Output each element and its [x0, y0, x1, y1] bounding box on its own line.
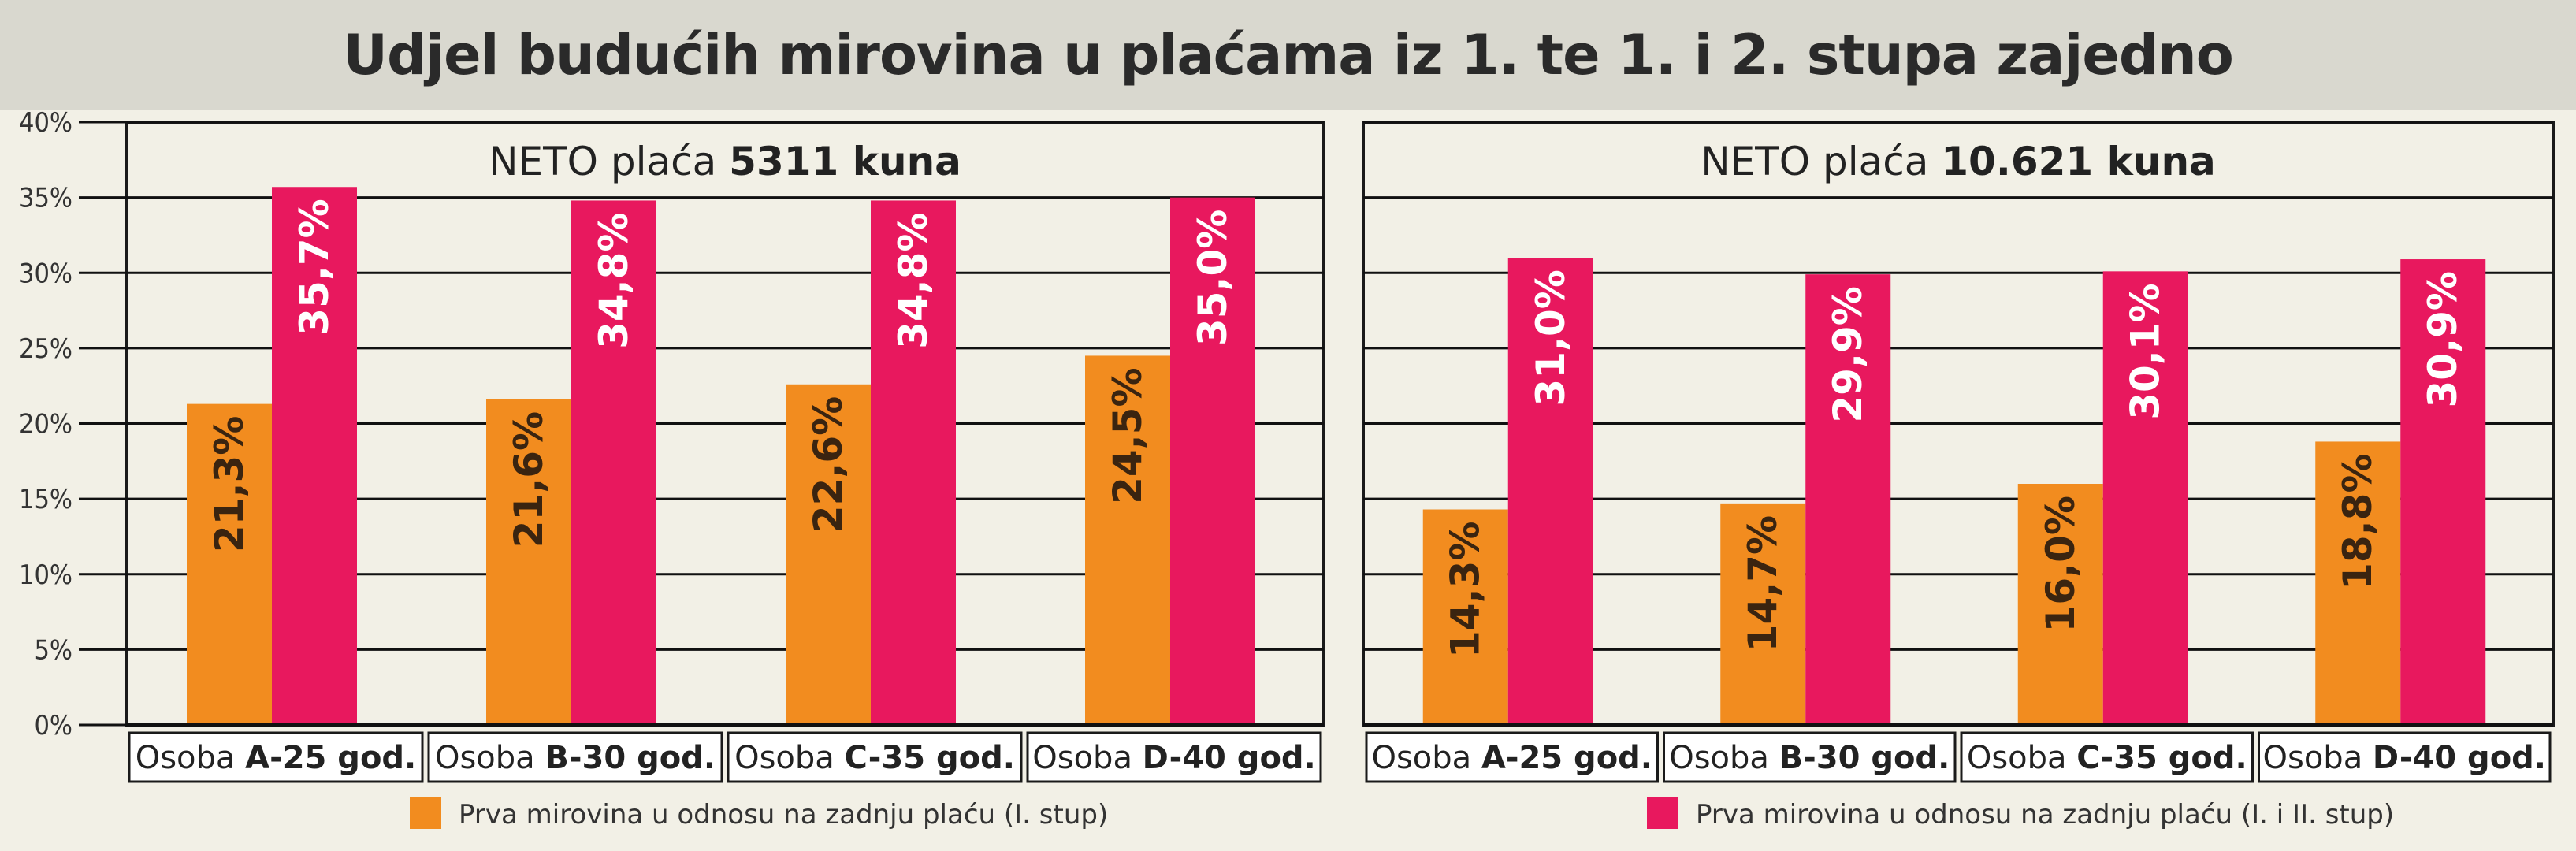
category-name: C-35 god. [2076, 740, 2247, 776]
category-label-box [128, 731, 424, 783]
data-label: 35,0% [1190, 210, 1236, 346]
bar-stup1-2 [2400, 259, 2486, 724]
chart-title: Udjel budućih mirovina u plaćama iz 1. t… [343, 23, 2234, 87]
data-label: 14,7% [1740, 515, 1786, 652]
bar-stup1 [1422, 509, 1508, 723]
category-label-box [727, 731, 1023, 783]
y-tick-label: 15% [19, 484, 72, 515]
bar-stup1 [1720, 503, 1806, 723]
data-label: 21,6% [506, 411, 552, 548]
category-label: Osoba C-35 god. [734, 740, 1015, 776]
data-label: 24,5% [1105, 367, 1150, 504]
category-name: C-35 god. [845, 740, 1015, 776]
data-label: 29,9% [1825, 286, 1871, 422]
y-tick-label: 40% [19, 107, 72, 139]
category-label: Osoba A-25 god. [136, 740, 417, 776]
category-label: Osoba D-40 god. [1032, 740, 1316, 776]
bar-stup1 [2315, 441, 2401, 723]
panel-title: NETO plaća 5311 kuna [489, 139, 961, 184]
bar-stup1-2 [571, 200, 656, 723]
title-band: Udjel budućih mirovina u plaćama iz 1. t… [0, 0, 2576, 110]
panel-title: NETO plaća 10.621 kuna [1701, 139, 2216, 184]
chart-panel-2: NETO plaća 10.621 kuna 14,3% 31,0% Osoba A-… [1362, 121, 2555, 831]
y-tick-label: 20% [19, 409, 72, 440]
panel-title-amount: 5311 kuna [729, 139, 961, 184]
category-prefix: Osoba [136, 740, 245, 776]
category-prefix: Osoba [1669, 740, 1779, 776]
bar-stup1 [2017, 484, 2103, 723]
category-label-box [1365, 731, 1659, 783]
y-tick-label: 30% [19, 258, 72, 289]
category-label: Osoba D-40 god. [2263, 740, 2547, 776]
data-label: 34,8% [591, 212, 637, 348]
y-tick-label: 0% [34, 710, 72, 741]
bar-stup1-2 [1170, 197, 1255, 723]
bar-stup1-2 [1507, 258, 1593, 723]
y-tick-label: 5% [34, 634, 72, 666]
data-label: 30,9% [2420, 271, 2466, 407]
category-prefix: Osoba [1967, 740, 2076, 776]
legend-swatch [410, 797, 441, 829]
legend-swatch [1647, 797, 1678, 829]
legend-label: Prva mirovina u odnosu na zadnju plaću (… [459, 799, 1108, 831]
category-name: B-30 god. [545, 740, 716, 776]
legend-label: Prva mirovina u odnosu na zadnju plaću (… [1696, 799, 2394, 831]
bar-stup1 [486, 399, 571, 723]
category-name: A-25 god. [245, 740, 416, 776]
data-label: 31,0% [1528, 269, 1574, 406]
bar-stup1-2 [272, 187, 357, 724]
category-label-box [1960, 731, 2254, 783]
category-label: Osoba B-30 god. [1669, 740, 1950, 776]
data-label: 22,6% [805, 396, 851, 533]
category-prefix: Osoba [1032, 740, 1142, 776]
category-label-box [1663, 731, 1957, 783]
data-label: 16,0% [2038, 496, 2083, 632]
data-label: 34,8% [890, 212, 936, 348]
category-label: Osoba C-35 god. [1967, 740, 2247, 776]
category-prefix: Osoba [2263, 740, 2373, 776]
category-prefix: Osoba [734, 740, 844, 776]
bar-stup1 [187, 403, 272, 723]
bar-stup1 [1085, 355, 1170, 723]
data-label: 30,1% [2123, 283, 2169, 419]
bar-stup1 [786, 384, 871, 723]
category-label-box [1026, 731, 1322, 783]
category-name: D-40 god. [2373, 740, 2546, 776]
data-label: 21,3% [206, 416, 252, 552]
panel-title-amount: 10.621 kuna [1941, 139, 2216, 184]
category-prefix: Osoba [1371, 740, 1481, 776]
bar-stup1-2 [871, 200, 956, 723]
data-label: 35,7% [292, 199, 337, 335]
data-label: 14,3% [1443, 522, 1489, 658]
panel-title-prefix: NETO plaća [1701, 139, 1941, 184]
y-tick-label: 25% [19, 333, 72, 365]
y-tick-label: 35% [19, 183, 72, 214]
bar-stup1-2 [1805, 274, 1891, 724]
category-label: Osoba A-25 god. [1371, 740, 1652, 776]
category-label: Osoba B-30 god. [435, 740, 716, 776]
category-label-box [427, 731, 723, 783]
category-name: A-25 god. [1481, 740, 1652, 776]
chart-panel-1: 0% 5% 10% 15% 20% 25% 30% 35% 40% NETO plaća 5311… [19, 107, 1325, 831]
category-name: B-30 god. [1779, 740, 1950, 776]
category-label-box [2258, 731, 2552, 783]
bar-stup1-2 [2102, 271, 2188, 723]
category-name: D-40 god. [1143, 740, 1316, 776]
category-prefix: Osoba [435, 740, 545, 776]
panel-title-prefix: NETO plaća [489, 139, 729, 184]
y-tick-label: 10% [19, 559, 72, 591]
data-label: 18,8% [2335, 453, 2381, 589]
